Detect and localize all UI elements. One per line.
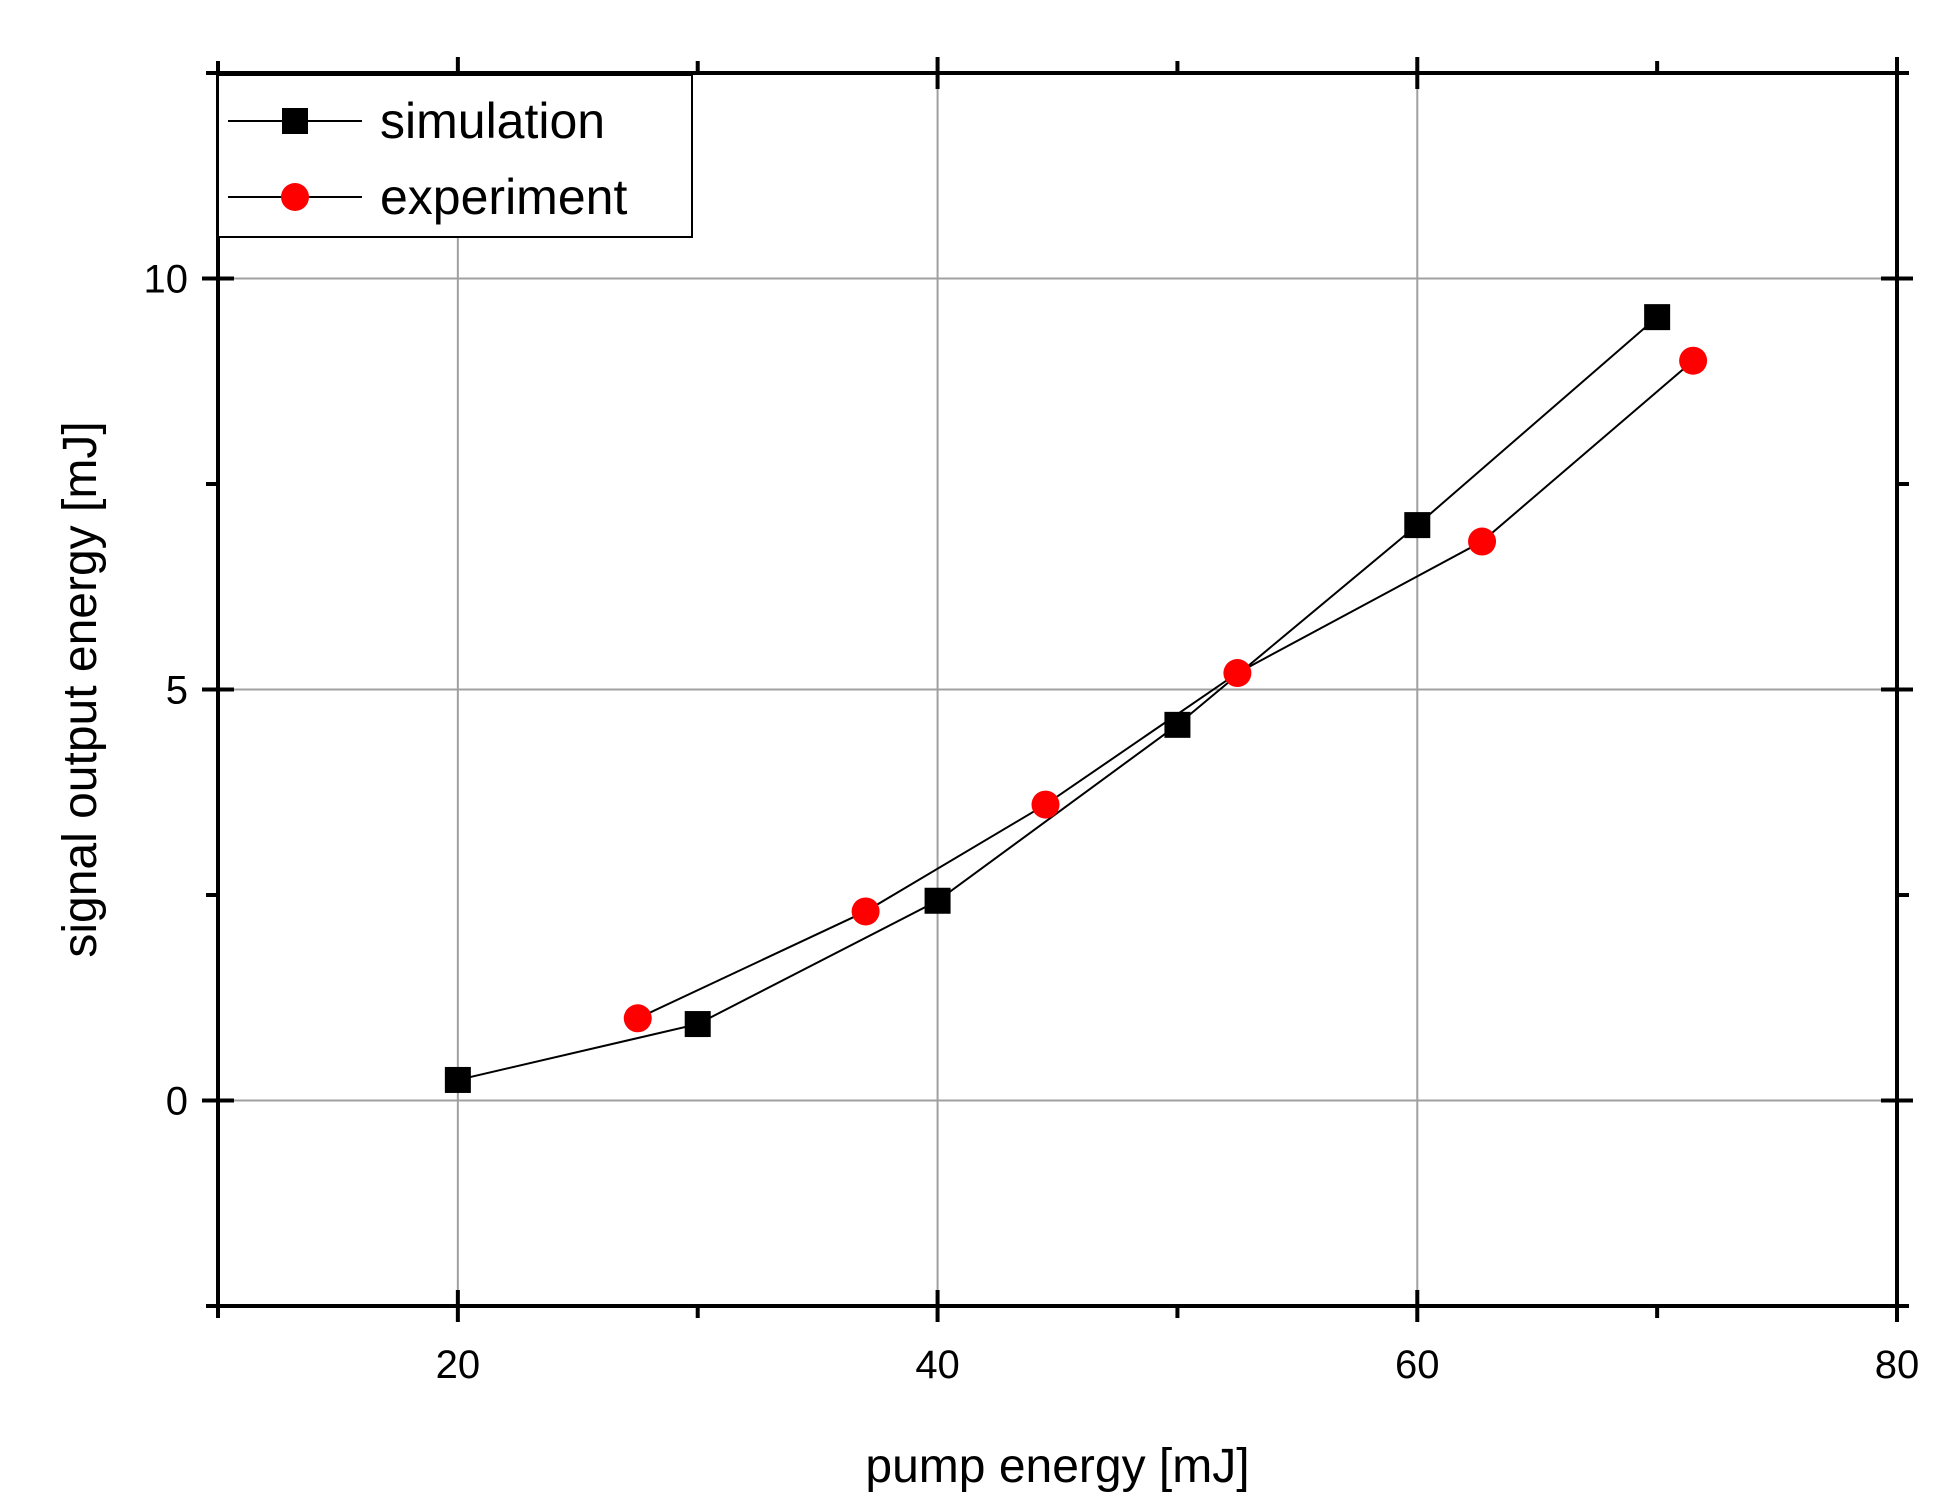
data-point-experiment xyxy=(1031,790,1060,819)
axis-ticks xyxy=(202,57,1913,1322)
x-axis-title: pump energy [mJ] xyxy=(865,1440,1249,1493)
axis-labels: 20 40 60 80 0 5 10 xyxy=(144,258,1920,1388)
data-point-simulation xyxy=(1404,512,1431,539)
series-line-simulation xyxy=(457,316,1658,1081)
y-tick-label: 0 xyxy=(166,1080,188,1124)
x-tick-label: 80 xyxy=(1875,1343,1920,1387)
data-point-experiment xyxy=(1468,527,1497,556)
legend-marker-simulation xyxy=(282,108,308,134)
legend-label-experiment: experiment xyxy=(380,169,627,225)
data-point-simulation xyxy=(1644,304,1671,331)
data-point-simulation xyxy=(684,1011,711,1038)
legend: simulation experiment xyxy=(217,74,693,238)
plot-series xyxy=(444,304,1708,1093)
data-point-experiment xyxy=(1223,659,1252,688)
y-tick-label: 10 xyxy=(144,258,189,302)
data-point-experiment xyxy=(851,897,880,926)
x-tick-label: 40 xyxy=(915,1343,960,1387)
data-point-simulation xyxy=(1164,711,1191,738)
data-point-simulation xyxy=(924,887,951,914)
y-axis-title: signal output energy [mJ] xyxy=(54,421,107,957)
y-tick-label: 5 xyxy=(166,669,188,713)
x-tick-label: 60 xyxy=(1395,1343,1440,1387)
legend-label-simulation: simulation xyxy=(380,93,605,149)
data-point-experiment xyxy=(1679,346,1708,375)
x-tick-label: 20 xyxy=(436,1343,481,1387)
data-point-simulation xyxy=(444,1066,471,1093)
data-point-experiment xyxy=(623,1004,652,1033)
legend-marker-experiment xyxy=(281,183,309,211)
series-line-experiment xyxy=(637,359,1694,1020)
